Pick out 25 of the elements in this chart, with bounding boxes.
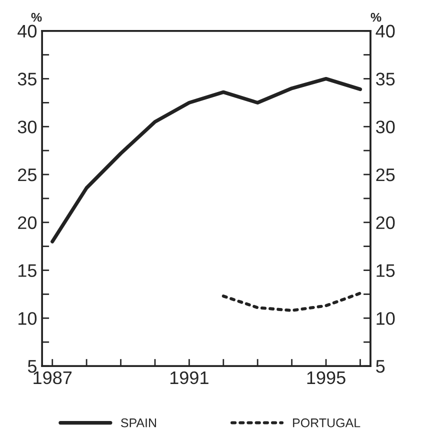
line-series (222, 292, 362, 312)
y-tick-label: 20 (18, 216, 37, 230)
y2-tick-label: 15 (376, 264, 395, 277)
y2-tick-label: 35 (376, 72, 395, 86)
x-tick-label: 1991 (170, 371, 208, 384)
y2-tick-label: 20 (376, 216, 395, 230)
y2-tick-label: 40 (376, 24, 395, 38)
y-tick-label: 25 (18, 168, 36, 182)
line-series (50, 76, 362, 244)
y-tick-label: 35 (18, 72, 36, 86)
y-tick-label: 30 (18, 120, 37, 134)
x-tick-label: 1995 (307, 371, 346, 384)
y-tick-label: 15 (18, 264, 36, 277)
y2-tick-label: 25 (376, 168, 395, 182)
y-axis-title: % (31, 12, 42, 22)
y2-tick-label: 30 (376, 120, 395, 134)
y2-axis-title: % (370, 12, 382, 22)
x-tick-label: 1987 (34, 371, 72, 384)
y-tick-label: 40 (18, 24, 37, 38)
y2-tick-label: 5 (376, 360, 385, 373)
legend-label: SPAIN (121, 418, 156, 428)
y2-tick-label: 10 (376, 312, 395, 325)
legend-label: PORTUGAL (293, 418, 360, 428)
y-tick-label: 5 (28, 360, 36, 373)
y-tick-label: 10 (18, 312, 37, 325)
